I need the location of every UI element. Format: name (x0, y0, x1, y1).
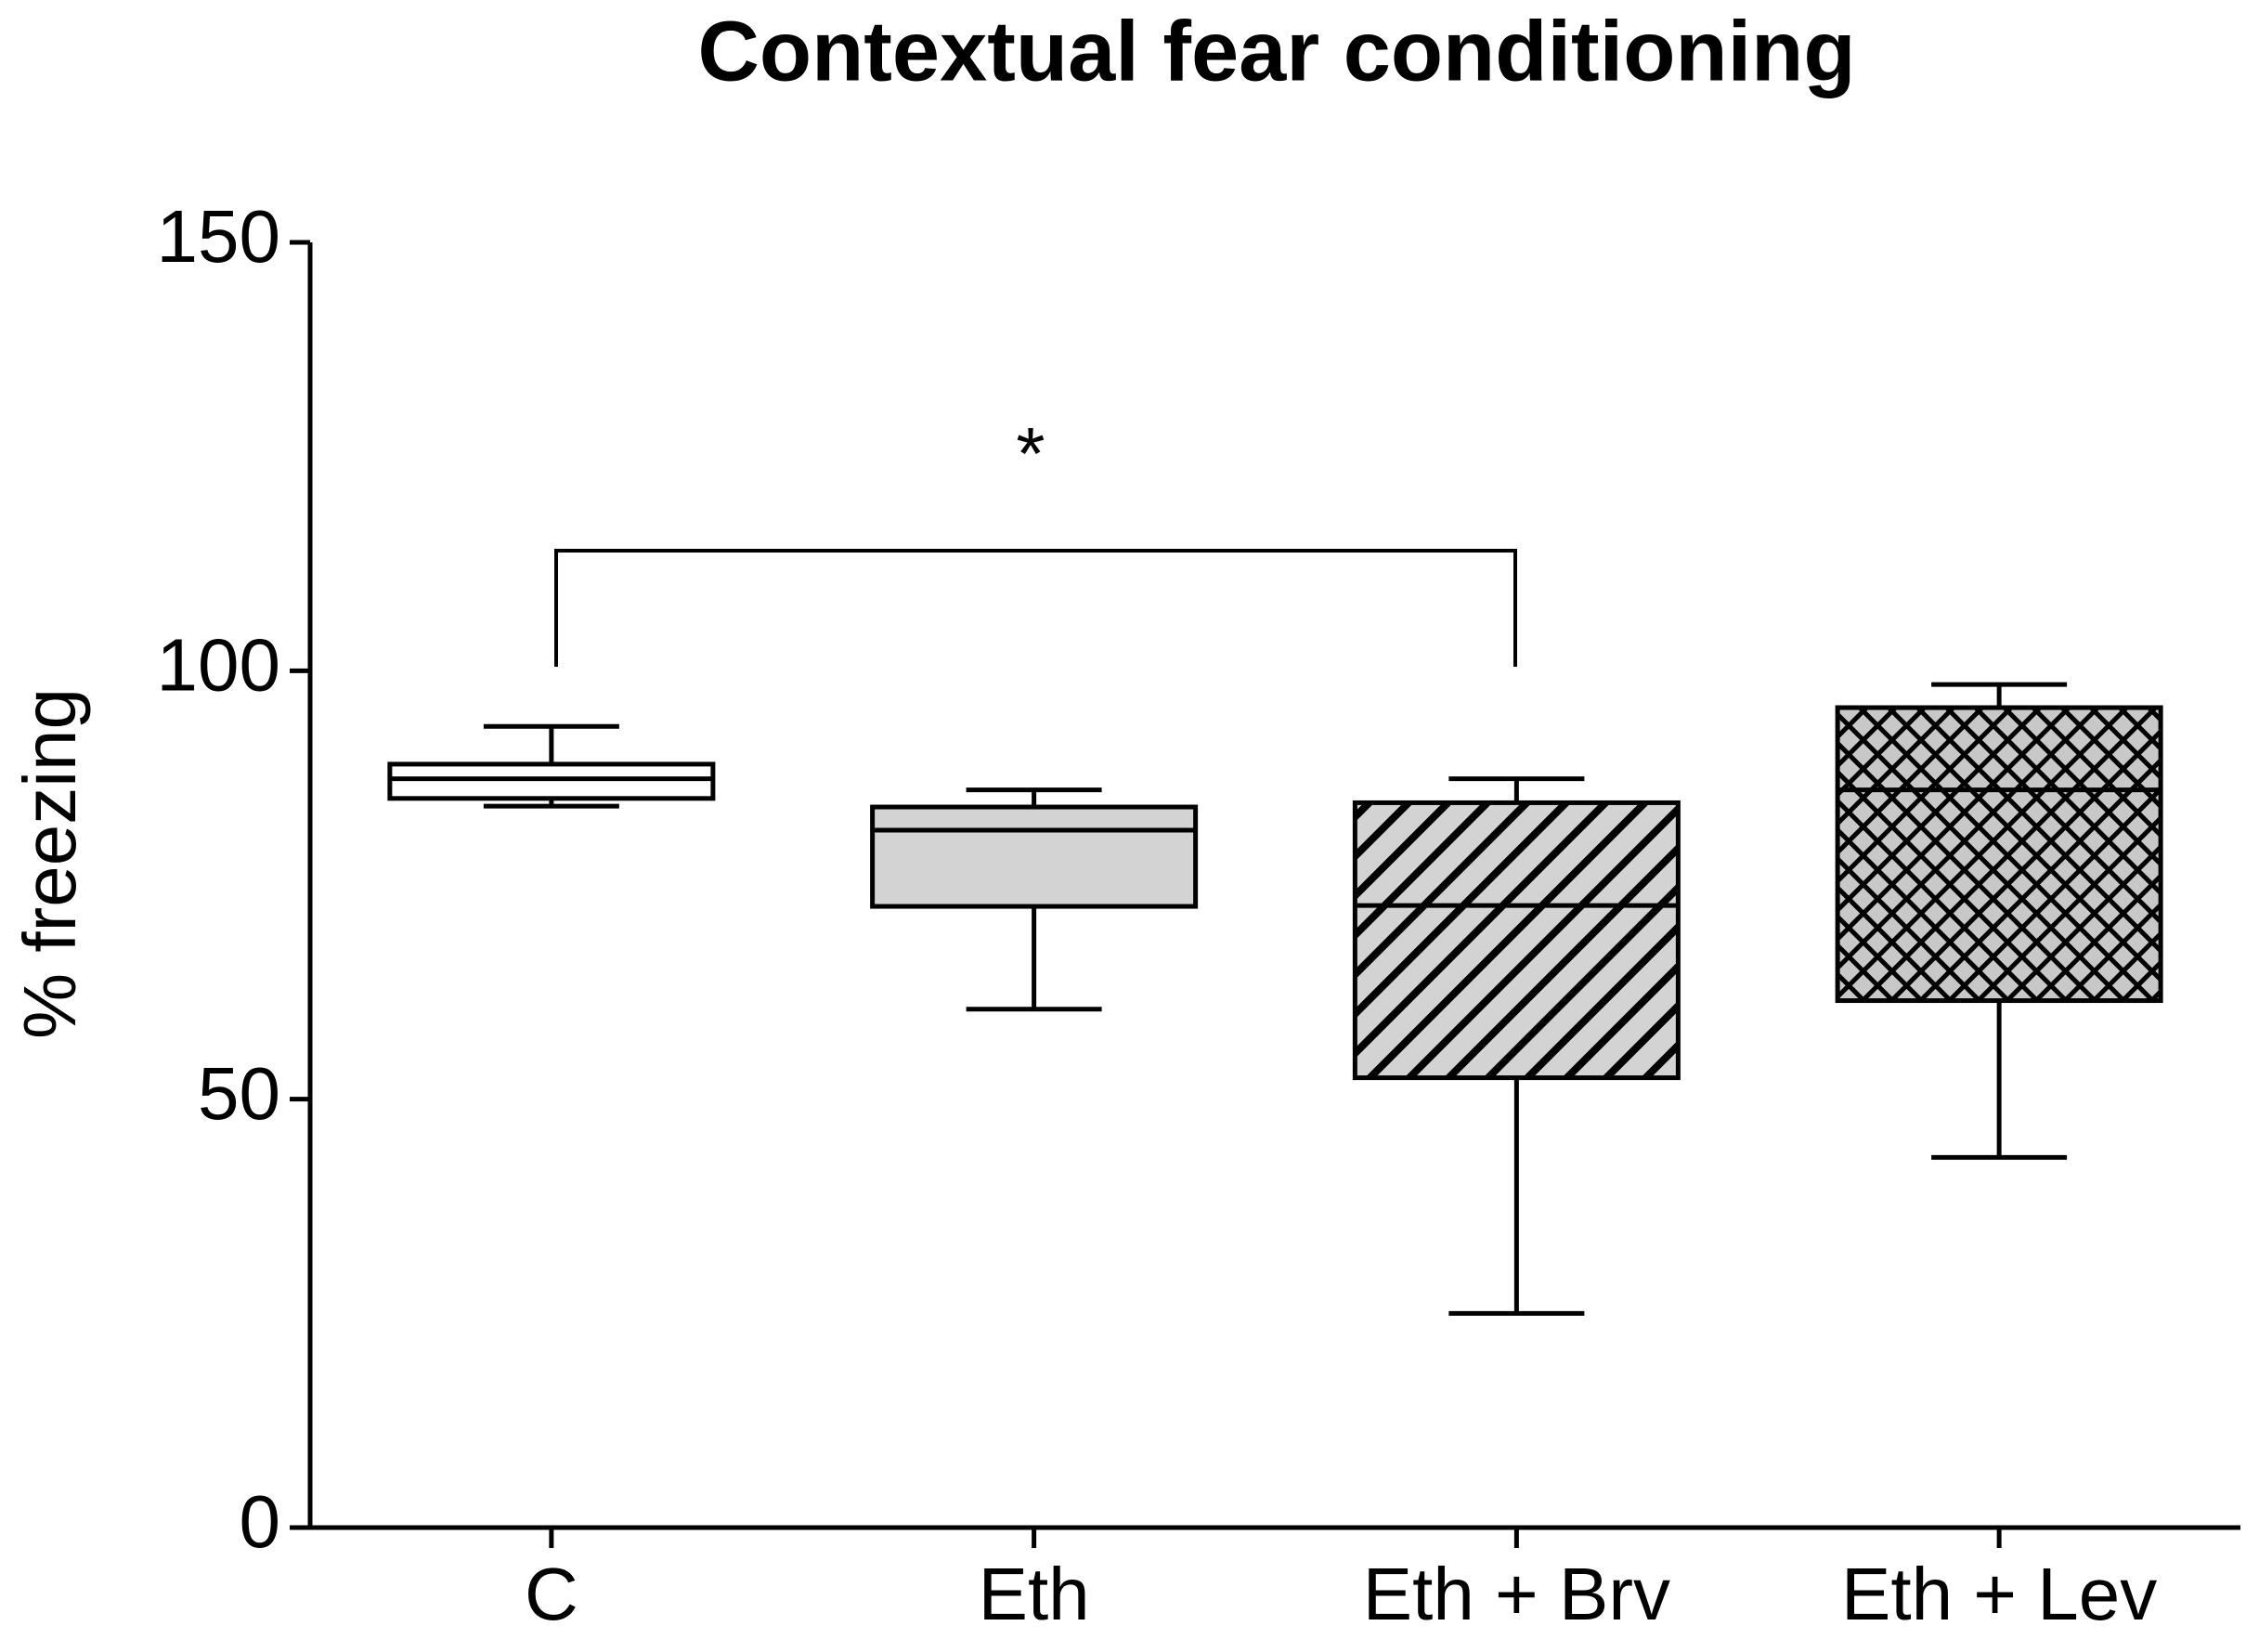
box (870, 804, 1199, 909)
x-tick-label: Eth + Lev (1841, 1553, 2157, 1635)
y-tick-label: 0 (240, 1480, 281, 1563)
x-tick-label: Eth (979, 1553, 1090, 1635)
box (387, 761, 716, 801)
y-tick-label: 150 (157, 195, 280, 278)
box (1352, 800, 1681, 1081)
x-tick-label: Eth + Brv (1363, 1553, 1670, 1635)
significance-label: * (1016, 412, 1045, 495)
chart-title: Contextual fear conditioning (697, 4, 1855, 98)
y-tick-label: 100 (157, 623, 280, 706)
box (1835, 705, 2163, 1004)
significance-bracket (554, 549, 1517, 667)
y-axis-label: % freezing (8, 688, 91, 1039)
y-tick-label: 50 (198, 1052, 280, 1135)
x-tick-label: C (525, 1553, 578, 1635)
